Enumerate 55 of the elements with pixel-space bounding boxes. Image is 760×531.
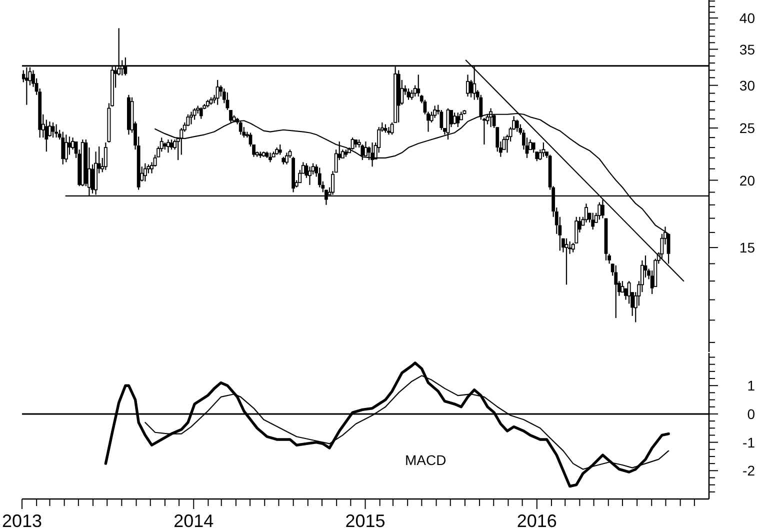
x-tick-label: 2015 [345,511,386,531]
candlestick [238,120,242,136]
y-tick-label: 40 [739,10,756,26]
candlestick [199,106,203,120]
candlestick [535,151,539,162]
candlestick [452,112,456,125]
candlestick [542,142,546,158]
y-tick-label: 20 [739,172,756,188]
y-tick-label: -1 [742,434,756,450]
candlestick [268,152,272,163]
x-tick-label: 2013 [2,511,42,531]
y-tick-label: 0 [747,406,756,422]
candlestick [51,122,55,138]
y-tick-label: 25 [739,120,756,136]
candlestick [627,280,631,304]
candlestick [318,167,322,188]
candlestick [591,212,595,230]
candlestick [564,238,568,286]
candlestick [614,264,618,319]
y-tick-label: -2 [742,462,756,479]
candlestick [278,144,282,156]
candlestick [515,119,519,132]
candlestick [440,109,444,130]
candlestick [601,199,604,219]
candlestick [364,140,368,156]
candlestick [456,112,460,128]
y-tick-label: 1 [747,378,756,394]
candlestick [308,166,312,186]
y-tick-label: 15 [739,240,756,256]
candlestick [360,144,364,161]
candlestick [104,142,108,170]
candlestick [190,111,194,125]
y-tick-label: 35 [739,41,756,58]
candlestick [598,202,602,220]
y-tick-label: 30 [739,77,756,94]
annotation: MACD [405,452,446,468]
candlestick [410,90,414,100]
candlestick [143,162,147,182]
candlestick [466,74,470,98]
candlestick [216,79,220,106]
x-tick-label: 2016 [516,511,557,531]
candlestick [350,137,354,150]
candlestick [620,280,624,293]
candlestick [406,88,410,100]
candlestick [64,134,68,163]
candlestick [284,152,288,165]
candlestick [584,203,588,223]
x-tick-label: 2014 [174,511,214,531]
candlestick [433,105,437,118]
candlestick [416,74,420,98]
candlestick [192,108,196,120]
candlestick [608,253,611,264]
candlestick [298,169,302,184]
candlestick [166,138,170,154]
candlestick [61,131,65,165]
